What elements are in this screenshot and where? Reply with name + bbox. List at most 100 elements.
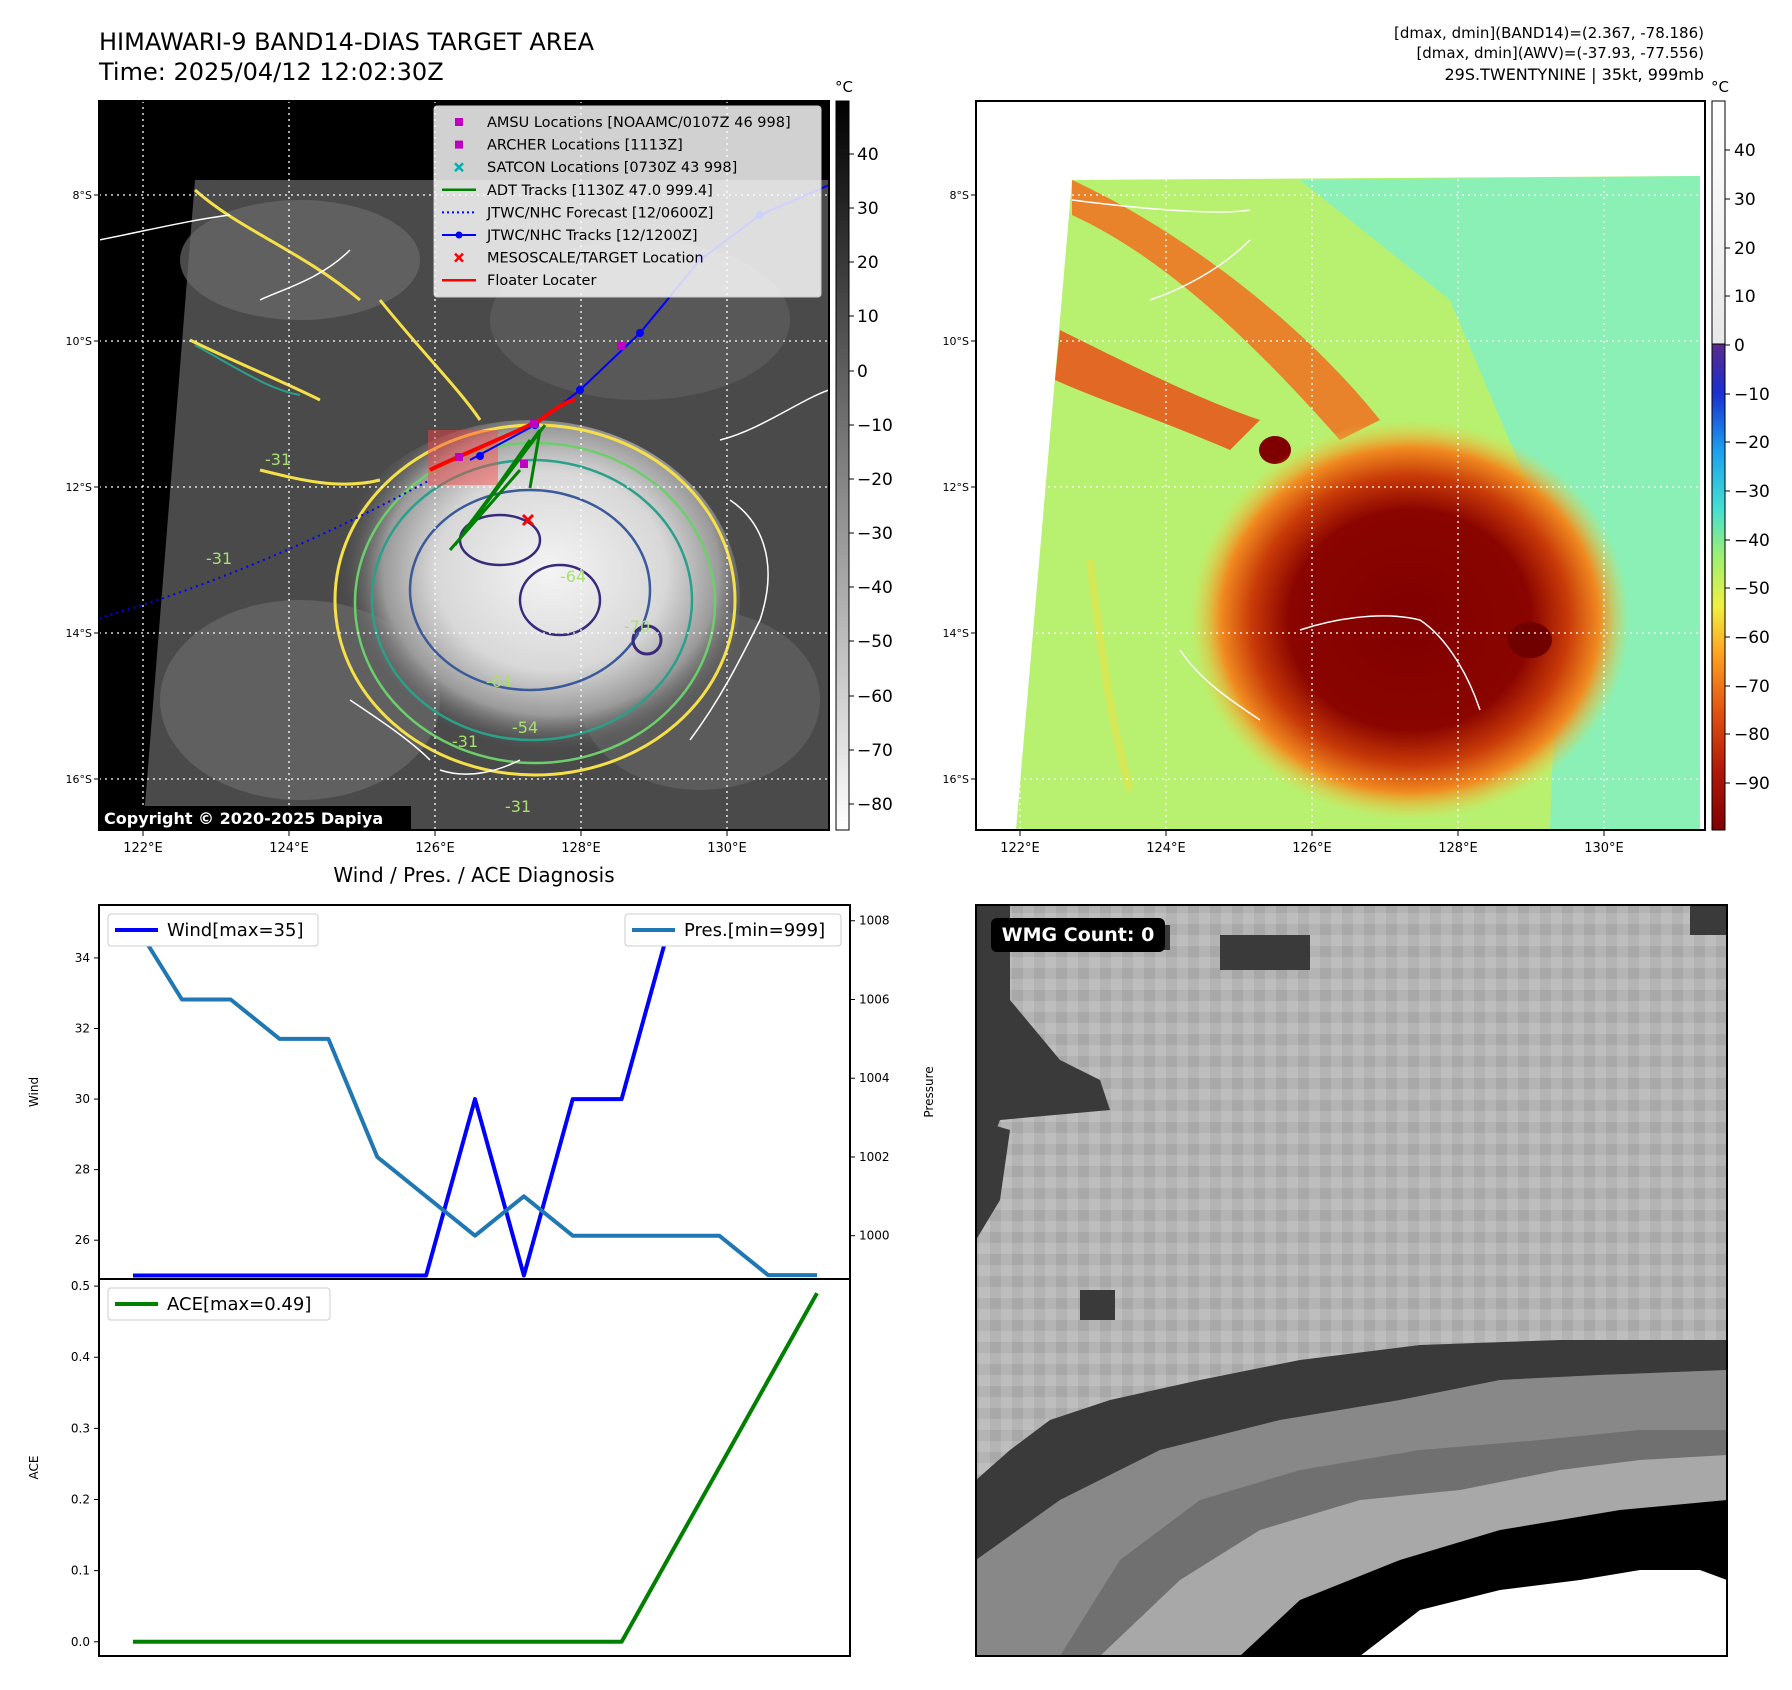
contour-label: -64 [486, 672, 512, 691]
y-axis-label: Wind [27, 1077, 41, 1107]
colorbar-tick: −70 [1734, 677, 1770, 697]
lat-label: 12°S [943, 481, 969, 494]
legend-entry: ADT Tracks [1130Z 47.0 999.4] [442, 183, 713, 199]
info-storm: 29S.TWENTYNINE | 35kt, 999mb [1445, 65, 1705, 84]
colorbar-band14-ticks: 40 30 20 10 0 −10 −20 −30 −40 −50 −60 −70 −80 [849, 145, 893, 815]
wmg-panel [976, 905, 1727, 1656]
colorbar-tick: −30 [1734, 482, 1770, 502]
y-tick-label: 32 [75, 1021, 90, 1035]
coastlines [99, 214, 829, 775]
chart-legend-label: ACE[max=0.49] [167, 1294, 311, 1315]
y-tick-label: 30 [75, 1092, 90, 1106]
wmg-badge [991, 918, 1165, 952]
awv-coastlines [1071, 199, 1481, 721]
jtwc-forecast-track [99, 479, 431, 619]
y2-tick-label: 1004 [859, 1071, 890, 1085]
colorbar-tick: −70 [857, 741, 893, 761]
chart-legend-label: Wind[max=35] [167, 920, 304, 941]
legend-entry: AMSU Locations [NOAAMC/0107Z 46 998] [455, 115, 791, 131]
target-marker [521, 513, 535, 527]
legend-label: JTWC/NHC Tracks [12/1200Z] [486, 228, 698, 244]
lat-label: 16°S [943, 773, 969, 786]
colorbar-tick: 20 [1734, 239, 1756, 259]
storm-cloud [320, 420, 740, 780]
colorbar-tick: −40 [857, 578, 893, 598]
lat-label: 8°S [73, 189, 92, 202]
copyright-box [99, 806, 411, 830]
contour-label: -70 [624, 617, 650, 636]
colorbar-tick: 30 [1734, 190, 1756, 210]
y-tick-label: 0.5 [71, 1279, 90, 1293]
legend-label: ARCHER Locations [1113Z] [487, 138, 683, 154]
diagnosis-title: Wind / Pres. / ACE Diagnosis [333, 863, 614, 887]
legend-entry: SATCON Locations [0730Z 43 998] [454, 160, 737, 176]
lat-label: 10°S [66, 335, 92, 348]
lon-label: 122°E [1000, 841, 1040, 856]
colorbar-tick: −50 [857, 632, 893, 652]
legend-entry: JTWC/NHC Forecast [12/0600Z] [442, 205, 713, 221]
chart-legend: ACE[max=0.49] [107, 1287, 331, 1321]
chart-legend: Pres.[min=999] [624, 913, 842, 947]
contour-label: -54 [512, 718, 538, 737]
copyright-text: Copyright © 2020-2025 Dapiya [104, 809, 383, 828]
y-tick-label: 26 [75, 1233, 90, 1247]
map2-frame [975, 100, 1706, 831]
colorbar-tick: −60 [1734, 628, 1770, 648]
lon-label: 130°E [707, 841, 747, 856]
colorbar-tick: 0 [1734, 336, 1745, 356]
y-tick-label: 0.0 [71, 1635, 90, 1649]
legend-box [433, 105, 822, 298]
colorbar-band14 [835, 100, 850, 831]
map-legend: AMSU Locations [NOAAMC/0107Z 46 998] ARCH… [433, 105, 822, 298]
colorbar-unit: °C [835, 78, 853, 96]
archer-marker [530, 420, 538, 428]
colorbar-tick: 30 [857, 199, 879, 219]
y2-tick-label: 1008 [859, 914, 890, 928]
y-tick-label: 0.3 [71, 1421, 90, 1435]
lat-label: 12°S [66, 481, 92, 494]
colorbar-tick: 0 [857, 362, 868, 382]
legend-entry: MESOSCALE/TARGET Location [454, 251, 704, 267]
legend-label: MESOSCALE/TARGET Location [487, 251, 704, 267]
series-line [133, 1292, 819, 1644]
lon-label: 128°E [561, 841, 601, 856]
contour-labels: -31 -54 -64 -31 -31 -64 -70 -31 [206, 450, 650, 816]
colorbar-tick: 40 [1734, 141, 1756, 161]
y2-tick-label: 1006 [859, 992, 890, 1006]
lat-label: 14°S [943, 627, 969, 640]
lon-label: 124°E [1146, 841, 1186, 856]
ace-chart: 0.0 0.1 0.2 0.3 0.4 0.5 ACE ACE[max=0.49] [27, 1278, 851, 1657]
colorbar-awv-ticks: 40 30 20 10 0 −10 −20 −30 −40 −50 −60 −70 −80 −90 [1725, 141, 1770, 794]
contour-label: -64 [560, 567, 586, 586]
y-tick-label: 28 [75, 1163, 90, 1177]
colorbar-tick: −30 [857, 524, 893, 544]
contour-label: -31 [452, 732, 478, 751]
awv-gridlines [976, 101, 1705, 830]
amsu-marker [617, 342, 625, 350]
colorbar-tick: −10 [857, 416, 893, 436]
lon-label: 124°E [269, 841, 309, 856]
lat-label: 16°S [66, 773, 92, 786]
y2-tick-label: 1000 [859, 1229, 890, 1243]
legend-entry: Floater Locater [442, 273, 596, 289]
legend-label: SATCON Locations [0730Z 43 998] [487, 160, 737, 176]
info-band14: [dmax, dmin](BAND14)=(2.367, -78.186) [1394, 24, 1704, 42]
lon-label: 126°E [1292, 841, 1332, 856]
wmg-count: WMG Count: 0 [1002, 924, 1155, 946]
colorbar-tick: 20 [857, 253, 879, 273]
figure-title: HIMAWARI-9 BAND14-DIAS TARGET AREA [99, 28, 595, 56]
colorbar-tick: −50 [1734, 579, 1770, 599]
y2-tick-label: 1002 [859, 1150, 890, 1164]
y-tick-label: 0.4 [71, 1350, 90, 1364]
colorbar-awv-unit: °C [1711, 78, 1729, 96]
plot-frame [98, 1278, 851, 1657]
lat-label: 14°S [66, 627, 92, 640]
colorbar-tick: −20 [1734, 433, 1770, 453]
wind-pressure-chart: 26 28 30 32 34 1000 1002 1004 1006 1008 Wind Pressu… [27, 904, 936, 1280]
colorbar-tick: −60 [857, 687, 893, 707]
colorbar-tick: −80 [1734, 725, 1770, 745]
lon-label: 126°E [415, 841, 455, 856]
legend-label: AMSU Locations [NOAAMC/0107Z 46 998] [487, 115, 791, 131]
info-awv: [dmax, dmin](AWV)=(-37.93, -77.556) [1416, 44, 1704, 62]
